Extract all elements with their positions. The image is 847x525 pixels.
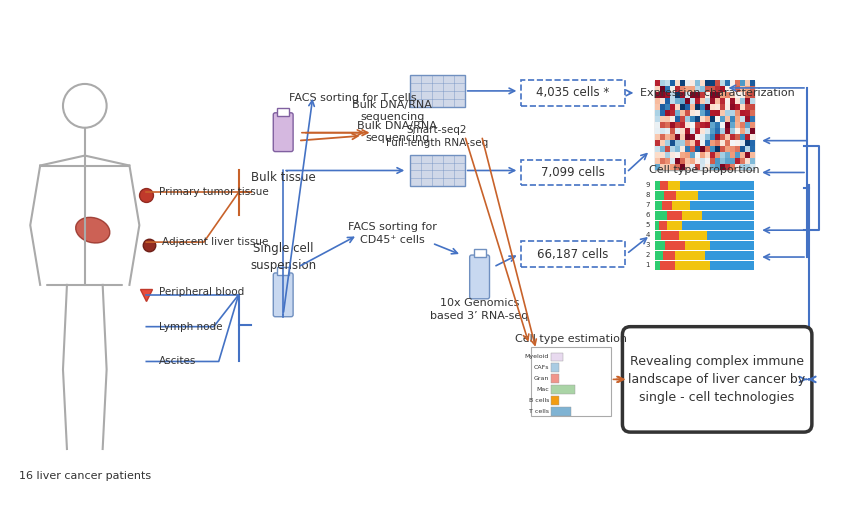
Text: Peripheral blood: Peripheral blood (159, 287, 245, 297)
Bar (656, 221, 659, 230)
Bar (551, 396, 559, 405)
Bar (667, 221, 682, 230)
Bar (656, 81, 755, 171)
Bar (656, 241, 665, 250)
Text: 2: 2 (645, 252, 650, 258)
Text: 3: 3 (645, 242, 650, 248)
Bar (680, 182, 755, 191)
Bar (531, 346, 611, 416)
Text: Mac: Mac (536, 387, 549, 392)
Text: B cells: B cells (529, 398, 549, 403)
Bar (667, 211, 682, 220)
Polygon shape (473, 249, 485, 257)
FancyBboxPatch shape (274, 273, 293, 317)
FancyBboxPatch shape (410, 154, 465, 186)
Text: 1: 1 (645, 262, 650, 268)
Text: 10x Genomics
based 3’ RNA-seq: 10x Genomics based 3’ RNA-seq (430, 298, 529, 321)
Text: 8: 8 (645, 192, 650, 198)
Bar (676, 192, 698, 201)
Text: Ascites: Ascites (159, 356, 197, 366)
Bar (706, 231, 755, 240)
Bar (698, 192, 755, 201)
Bar (656, 261, 660, 270)
FancyBboxPatch shape (521, 241, 625, 267)
Text: Smart-seq2
Full-length RNA-seq: Smart-seq2 Full-length RNA-seq (386, 125, 488, 148)
FancyBboxPatch shape (470, 255, 490, 299)
Text: 7,099 cells: 7,099 cells (541, 166, 605, 179)
Text: 16 liver cancer patients: 16 liver cancer patients (19, 471, 151, 481)
Bar (689, 201, 755, 211)
Bar (660, 182, 668, 191)
Text: Adjacent liver tissue: Adjacent liver tissue (162, 237, 268, 247)
Bar (679, 231, 706, 240)
Text: 4,035 cells *: 4,035 cells * (536, 87, 610, 99)
Text: Myeloid: Myeloid (524, 354, 549, 360)
Bar (675, 251, 705, 260)
Text: Lymph node: Lymph node (159, 322, 223, 332)
Text: Cell type proportion: Cell type proportion (650, 165, 760, 175)
Text: Single cell
suspension: Single cell suspension (250, 242, 316, 272)
Bar (705, 251, 755, 260)
Text: CAFs: CAFs (534, 365, 549, 371)
Text: FACS sorting for
CD45⁺ cells: FACS sorting for CD45⁺ cells (348, 222, 437, 245)
Polygon shape (277, 267, 289, 275)
FancyBboxPatch shape (521, 160, 625, 185)
Bar (702, 211, 755, 220)
Text: 9: 9 (645, 182, 650, 188)
Bar (662, 231, 679, 240)
Text: Revealing complex immune
landscape of liver cancer by
single - cell technologies: Revealing complex immune landscape of li… (628, 355, 805, 404)
Text: Primary tumor tissue: Primary tumor tissue (159, 187, 269, 197)
Bar (551, 407, 571, 416)
Bar (551, 363, 559, 372)
Bar (668, 182, 680, 191)
FancyBboxPatch shape (623, 327, 812, 432)
Bar (682, 211, 702, 220)
Bar (656, 251, 663, 260)
Text: Bulk DNA/RNA
sequencing: Bulk DNA/RNA sequencing (352, 100, 432, 122)
FancyBboxPatch shape (274, 113, 293, 152)
Bar (656, 182, 660, 191)
Text: Bulk DNA/RNA
sequencing: Bulk DNA/RNA sequencing (357, 121, 437, 143)
Bar (660, 261, 675, 270)
Text: FACS sorting for T cells: FACS sorting for T cells (289, 93, 417, 103)
Bar (710, 241, 755, 250)
Text: 4: 4 (645, 232, 650, 238)
Text: 5: 5 (645, 222, 650, 228)
FancyBboxPatch shape (410, 75, 465, 107)
Bar (656, 231, 662, 240)
Text: 7: 7 (645, 202, 650, 208)
Bar (665, 241, 685, 250)
Text: 6: 6 (645, 212, 650, 218)
Text: T cells: T cells (529, 409, 549, 414)
Bar (656, 211, 667, 220)
Bar (551, 385, 575, 394)
Bar (710, 261, 755, 270)
Bar (659, 221, 667, 230)
Bar (675, 261, 710, 270)
FancyBboxPatch shape (521, 80, 625, 106)
Bar (663, 251, 675, 260)
Bar (682, 221, 755, 230)
Polygon shape (277, 108, 289, 116)
Text: Gran: Gran (534, 376, 549, 381)
Bar (664, 192, 676, 201)
Text: 66,187 cells: 66,187 cells (537, 248, 608, 260)
Text: Cell type estimation: Cell type estimation (515, 333, 627, 343)
Ellipse shape (75, 217, 110, 243)
Bar (656, 201, 662, 211)
Bar (551, 374, 559, 383)
Bar (662, 201, 672, 211)
Text: Bulk tissue: Bulk tissue (251, 171, 316, 184)
Text: Expression characterization: Expression characterization (640, 88, 795, 98)
Bar (656, 192, 664, 201)
Bar (551, 352, 563, 362)
Bar (685, 241, 710, 250)
Bar (672, 201, 689, 211)
